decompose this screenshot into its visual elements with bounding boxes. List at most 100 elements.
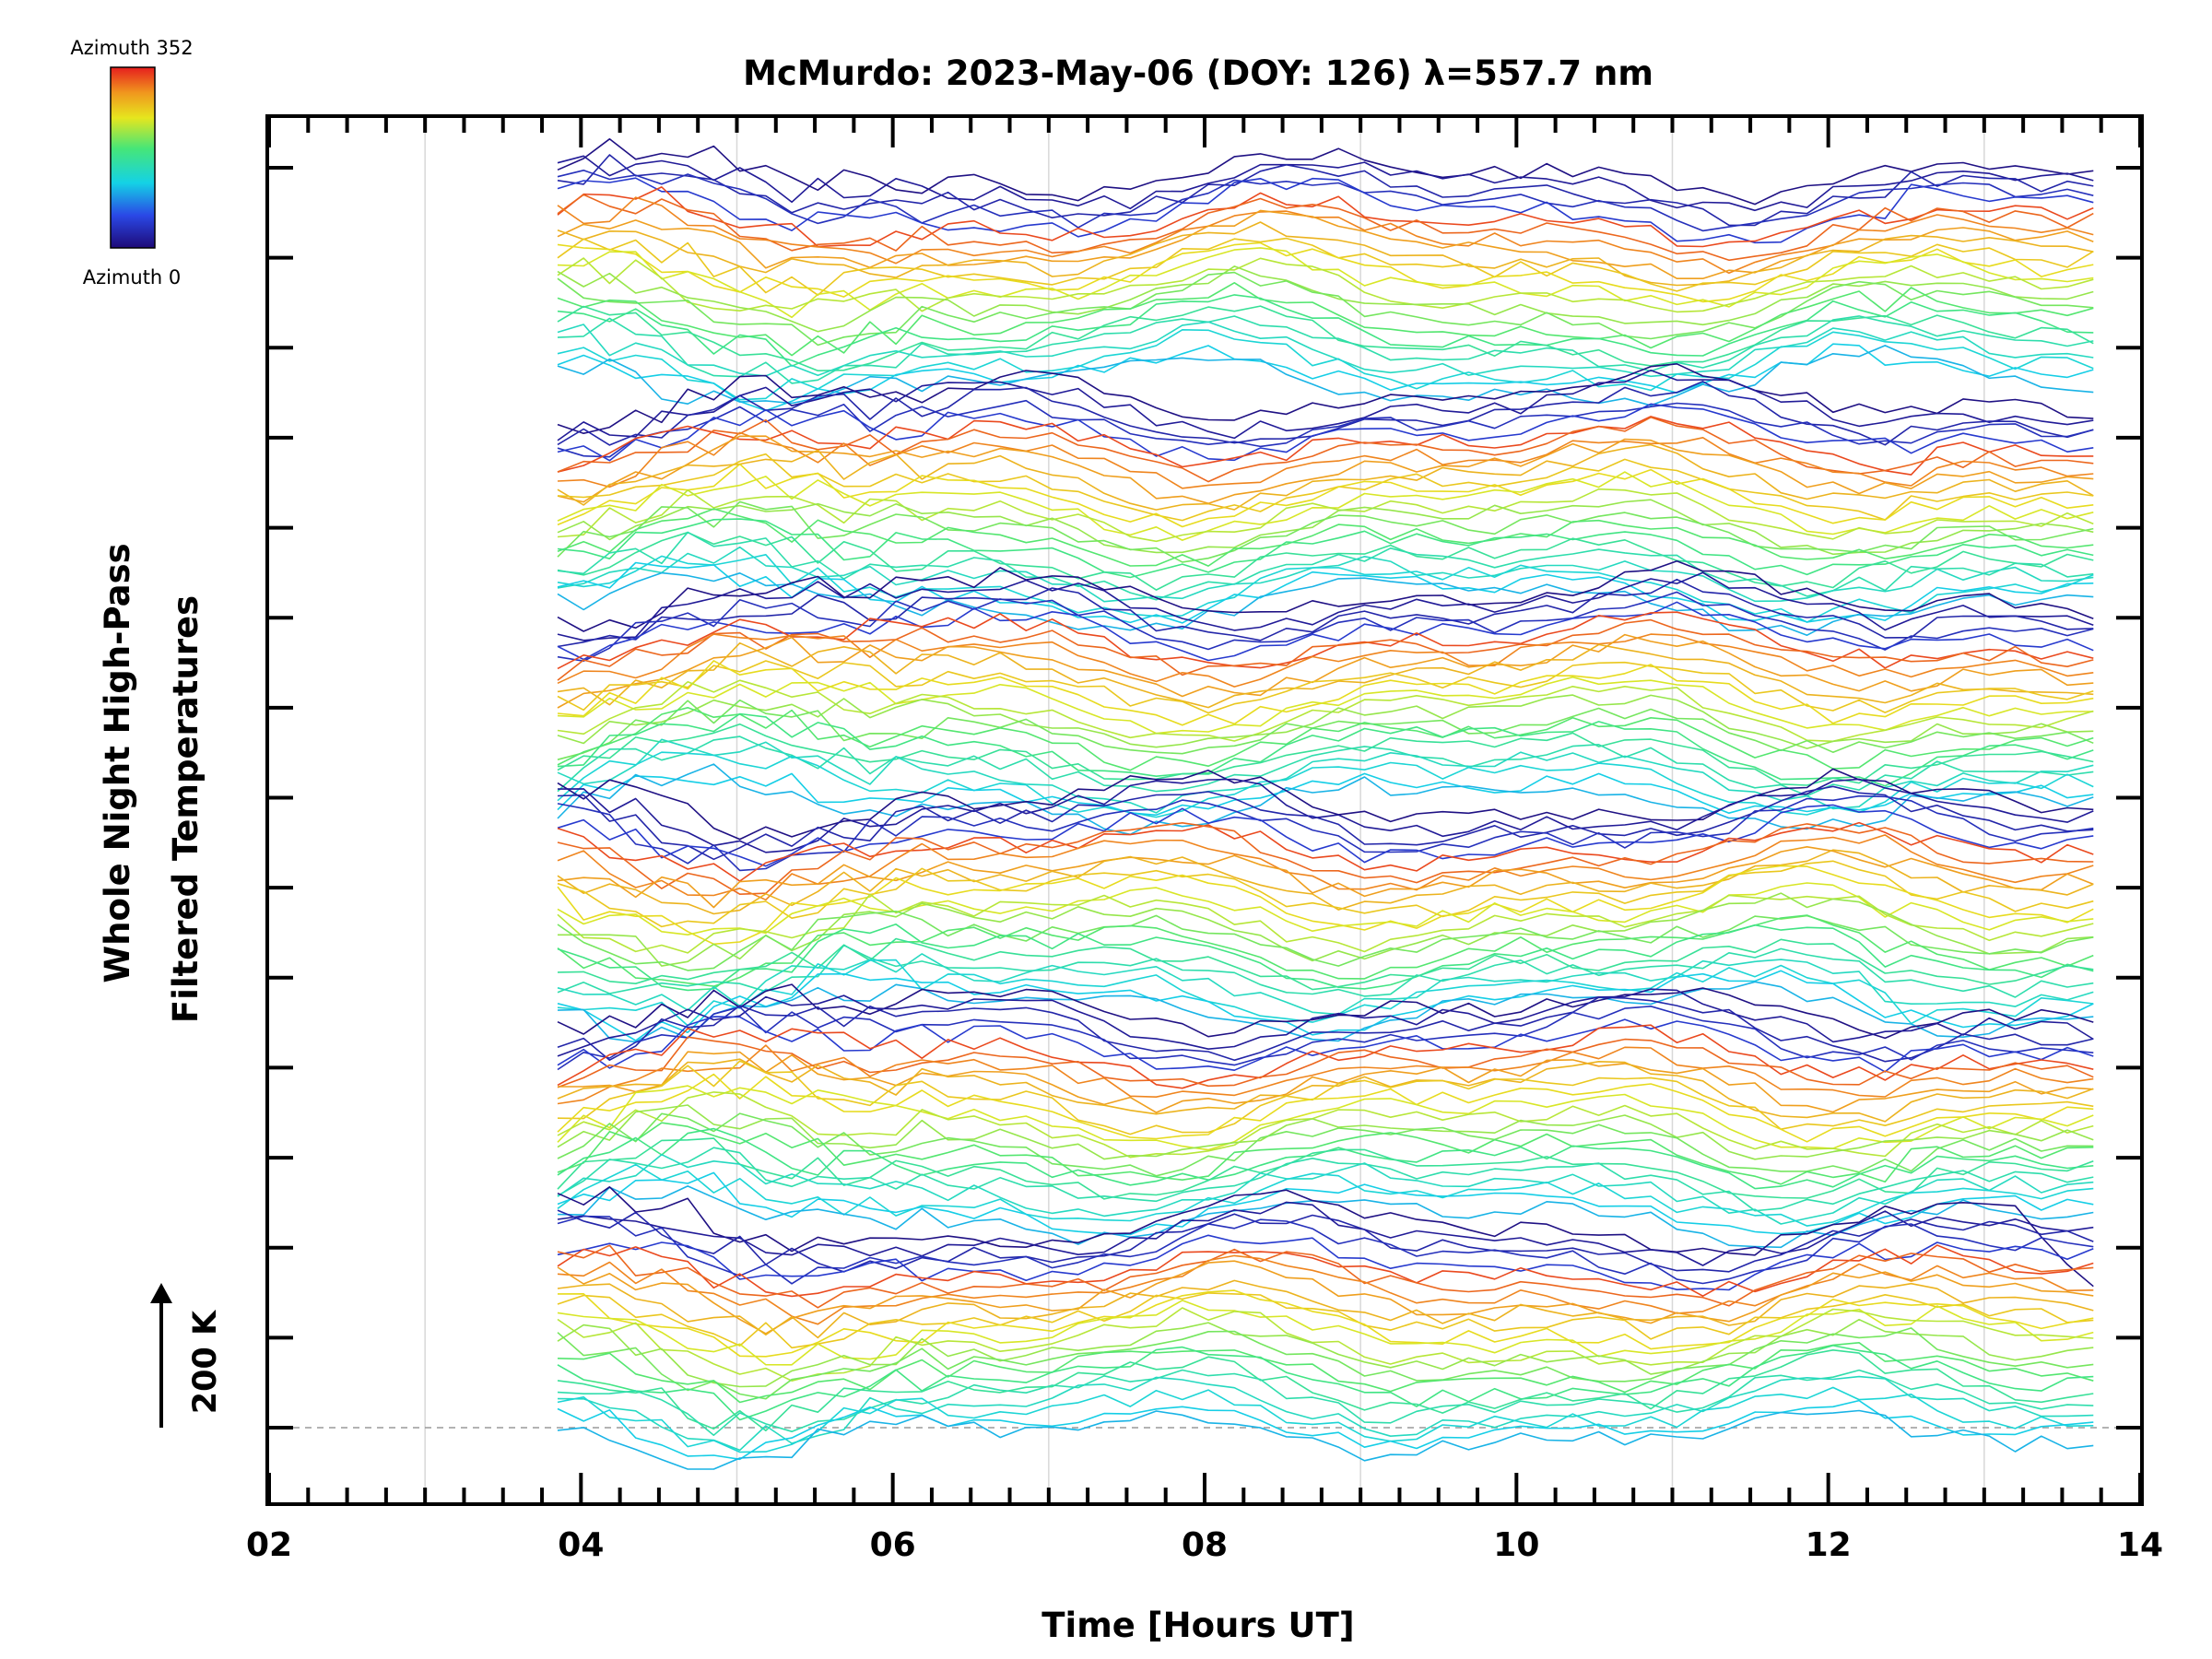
temperature-trace (557, 1104, 2094, 1160)
temperature-trace (557, 1279, 2094, 1339)
x-tick-label: 14 (2117, 1526, 2163, 1564)
temperature-trace (557, 1300, 2094, 1366)
temperature-trace (557, 911, 2094, 971)
temperature-trace (557, 959, 2094, 1027)
temperature-trace (557, 282, 2094, 357)
colorbar-label-bottom: Azimuth 0 (83, 266, 182, 288)
temperature-trace (557, 1024, 2094, 1089)
x-tick-label: 08 (1182, 1526, 1228, 1564)
temperature-trace (557, 1006, 2094, 1071)
temperature-trace (557, 846, 2094, 909)
temperature-trace (557, 1318, 2094, 1388)
temperature-trace (557, 177, 2094, 244)
temperature-trace (557, 500, 2094, 563)
temperature-trace (557, 849, 2094, 915)
temperature-trace (557, 1036, 2094, 1088)
colorbar-label-top: Azimuth 352 (70, 37, 193, 59)
temperature-trace (557, 1186, 2094, 1288)
temperature-trace (557, 196, 2094, 275)
temperature-trace (557, 865, 2094, 946)
x-tick-label: 02 (246, 1526, 292, 1564)
scale-label: 200 K (187, 1309, 224, 1414)
temperature-trace (557, 531, 2094, 591)
temperature-trace (557, 611, 2094, 670)
temperature-trace (557, 937, 2094, 991)
y-axis-label-line1: Whole Night High-Pass (98, 543, 137, 982)
temperature-trace (557, 381, 2094, 446)
temperature-trace (557, 983, 2094, 1040)
temperature-trace (557, 155, 2094, 212)
temperature-trace (557, 578, 2094, 648)
temperature-trace (557, 194, 2094, 262)
temperature-trace (557, 953, 2094, 1016)
temperature-trace (557, 834, 2094, 901)
temperature-trace (557, 554, 2094, 623)
temperature-trace (557, 618, 2094, 681)
temperature-trace (557, 1342, 2094, 1404)
temperature-trace (557, 822, 2094, 895)
temperature-trace (557, 660, 2094, 714)
temperature-trace (557, 821, 2094, 882)
temperature-trace (557, 1073, 2094, 1143)
y-axis-label-line2: Filtered Temperatures (166, 595, 206, 1023)
x-tick-label: 12 (1806, 1526, 1852, 1564)
temperature-trace (557, 893, 2094, 954)
temperature-trace (557, 1244, 2094, 1309)
temperature-trace (557, 735, 2094, 797)
temperature-trace (557, 1375, 2094, 1452)
temperature-trace (557, 641, 2094, 709)
temperature-trace (557, 914, 2094, 987)
temperature-trace (557, 241, 2094, 303)
temperature-trace (557, 1185, 2094, 1249)
temperature-trace (557, 804, 2094, 867)
temperature-trace (557, 443, 2094, 511)
temperature-trace (557, 699, 2094, 760)
temperature-trace (557, 403, 2094, 462)
temperature-trace (557, 1369, 2094, 1436)
temperature-trace (557, 924, 2094, 992)
temperature-trace (557, 305, 2094, 371)
colorbar-gradient (110, 66, 156, 249)
temperature-trace (557, 1289, 2094, 1358)
x-tick-label: 04 (558, 1526, 604, 1564)
temperature-trace (557, 763, 2094, 836)
temperature-trace (557, 315, 2094, 384)
temperature-trace (557, 370, 2094, 441)
temperature-trace (557, 778, 2094, 853)
chart-title: McMurdo: 2023-May-06 (DOY: 126) λ=557.7 … (743, 53, 1653, 93)
x-tick-labels: 02 04 06 08 10 12 14 (246, 1526, 2163, 1564)
temperature-trace (557, 712, 2094, 787)
temperature-trace (557, 321, 2094, 378)
temperature-trace (557, 1091, 2094, 1159)
x-tick-label: 06 (870, 1526, 916, 1564)
temperature-trace (557, 271, 2094, 347)
temperature-trace (557, 363, 2094, 434)
temperature-trace (557, 518, 2094, 579)
scale-indicator: 200 K (150, 1283, 224, 1428)
temperature-trace (557, 944, 2094, 998)
temperature-trace (557, 329, 2094, 401)
temperature-trace (557, 154, 2094, 227)
temperature-trace (557, 785, 2094, 861)
temperature-trace (557, 531, 2094, 601)
temperature-trace (557, 571, 2094, 636)
temperature-trace (557, 1147, 2094, 1212)
temperature-trace (557, 860, 2094, 928)
temperature-trace (557, 794, 2094, 872)
axis-ticks (267, 116, 2142, 1504)
temperature-trace (557, 676, 2094, 735)
temperature-trace (557, 1127, 2094, 1190)
temperature-trace (557, 1399, 2094, 1461)
temperature-trace (557, 1260, 2094, 1335)
temperature-trace (557, 508, 2094, 567)
temperature-trace (557, 1254, 2094, 1325)
temperature-trace (557, 1171, 2094, 1236)
temperature-trace (557, 694, 2094, 749)
x-tick-label: 10 (1493, 1526, 1539, 1564)
temperature-trace (557, 1060, 2094, 1135)
temperature-trace (557, 1122, 2094, 1185)
temperature-trace (557, 221, 2094, 287)
temperature-trace (557, 237, 2094, 296)
temperature-trace (557, 660, 2094, 726)
temperature-trace (557, 1215, 2094, 1285)
